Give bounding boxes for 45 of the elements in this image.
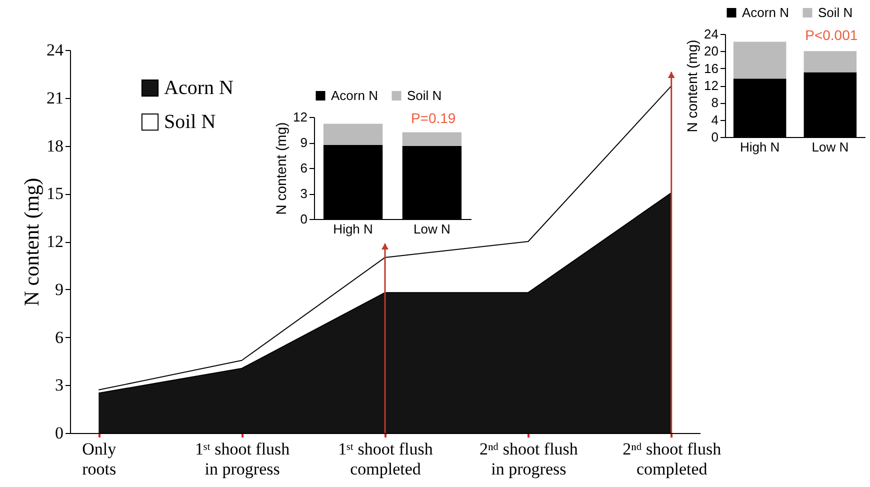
bar	[804, 51, 857, 72]
y-tick-label: 0	[55, 424, 64, 442]
x-tick-label: 1ˢᵗ shoot flush completed	[338, 440, 434, 478]
y-tick-label: 18	[46, 136, 64, 156]
x-tick-label: 2ⁿᵈ shoot flush completed	[622, 440, 722, 478]
y-tick-label: 0	[300, 212, 308, 226]
bar	[402, 132, 462, 146]
legend-label: Acorn N	[164, 77, 234, 99]
x-tick-label: High N	[333, 222, 373, 236]
x-tick-label: 1ˢᵗ shoot flush in progress	[194, 440, 290, 478]
y-tick-label: 3	[300, 186, 308, 201]
y-axis-title: N content (mg)	[20, 178, 44, 306]
y-tick-label: 3	[55, 376, 64, 395]
y-tick-label: 15	[46, 184, 64, 204]
y-axis-title: N content (mg)	[273, 122, 290, 215]
y-tick-label: 12	[46, 232, 64, 251]
y-tick-label: 24	[704, 26, 718, 42]
y-tick-label: 12	[293, 110, 308, 124]
bar	[733, 42, 786, 79]
y-tick-label: 20	[704, 44, 718, 59]
y-tick-label: 8	[711, 95, 718, 110]
x-tick-label: Only roots	[82, 440, 117, 478]
y-tick-label: 6	[300, 160, 308, 176]
y-tick-label: 21	[46, 88, 64, 108]
y-tick-label: 6	[55, 328, 64, 347]
legend-label: Acorn N	[742, 4, 789, 20]
x-tick-label: 2ⁿᵈ shoot flush in progress	[479, 440, 578, 478]
y-tick-label: 4	[711, 112, 718, 128]
annotation: P=0.19	[410, 110, 456, 126]
legend-label: Soil N	[407, 88, 442, 103]
y-tick-label: 9	[55, 280, 64, 299]
y-tick-label: 16	[704, 60, 718, 76]
annotation: P<0.001	[805, 27, 858, 43]
legend-label: Acorn N	[331, 88, 378, 103]
y-tick-label: 24	[46, 40, 64, 60]
y-tick-label: 12	[704, 78, 718, 93]
y-axis-title: N content (mg)	[684, 40, 700, 132]
x-tick-label: Low N	[414, 222, 450, 236]
legend-label: Soil N	[164, 111, 216, 133]
bar	[323, 124, 383, 146]
y-tick-label: 9	[300, 135, 308, 150]
legend-label: Soil N	[818, 4, 853, 20]
x-tick-label: High N	[740, 140, 780, 154]
y-tick-label: 0	[711, 130, 718, 144]
x-tick-label: Low N	[812, 140, 849, 154]
